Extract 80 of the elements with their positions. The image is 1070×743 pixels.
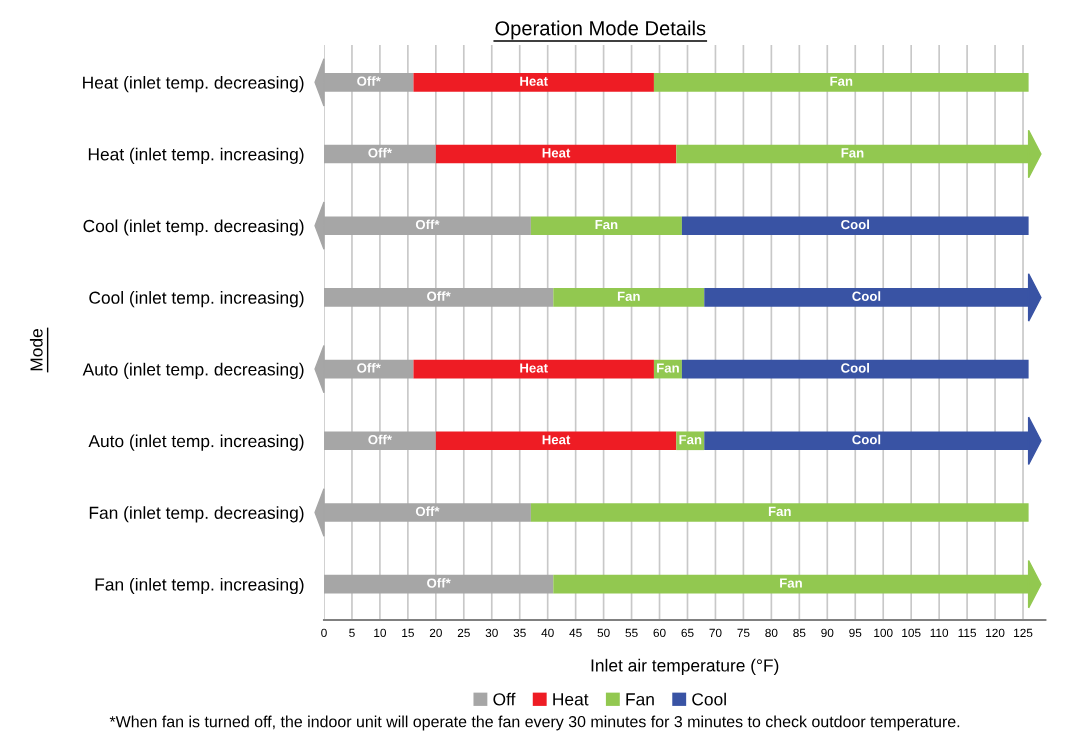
data-label: Heat — [520, 76, 548, 86]
x-tick-label: 45 — [569, 628, 582, 638]
x-tick-label: 115 — [958, 628, 977, 638]
data-label: Fan — [617, 291, 640, 301]
data-label: Cool — [852, 291, 881, 301]
data-label: Off* — [427, 578, 451, 588]
bar — [413, 359, 654, 379]
text: *When fan is turned off, the indoor unit will operate the fan every 30 minutes for 3 minutes to check outdoor temperature. — [109, 715, 960, 731]
x-tick-label: 110 — [930, 628, 949, 638]
bar — [435, 144, 677, 164]
data-label: Fan — [830, 76, 853, 86]
x-tick-label: 40 — [541, 628, 554, 638]
bar — [324, 144, 436, 164]
data-label: Heat — [542, 435, 571, 445]
bar — [681, 359, 1029, 379]
data-label: Cool — [852, 434, 881, 445]
bar — [435, 431, 677, 451]
legend-label: Cool — [692, 692, 726, 706]
y-tick-label: Auto (inlet temp. decreasing) — [82, 362, 304, 379]
x-tick-label: 20 — [429, 628, 442, 638]
data-label: Heat — [542, 148, 571, 158]
x-tick-label: 60 — [653, 628, 666, 638]
x-tick-label: 120 — [986, 628, 1005, 638]
x-tick-label: 85 — [793, 628, 806, 638]
x-tick-label: 65 — [681, 628, 694, 638]
data-label: Off* — [368, 434, 392, 445]
data-label: Fan — [679, 435, 702, 445]
x-tick-label: 10 — [374, 628, 387, 638]
data-label: Off* — [415, 219, 440, 230]
x-tick-label: 15 — [402, 628, 414, 638]
bar — [324, 431, 436, 451]
bar — [681, 216, 1029, 236]
x-tick-label: 125 — [1014, 628, 1033, 638]
y-tick-label: Cool (inlet temp. decreasing) — [83, 219, 304, 236]
x-tick-label: 5 — [349, 628, 355, 638]
y-tick-label: Heat (inlet temp. increasing) — [88, 147, 304, 164]
data-label: Fan — [657, 363, 679, 373]
legend-label: Off — [493, 692, 516, 706]
x-tick-label: 90 — [821, 628, 834, 638]
bar — [530, 503, 1029, 522]
data-label: Cool — [841, 219, 869, 230]
data-label: Fan — [768, 506, 791, 517]
chart-title: Operation Mode Details — [495, 20, 706, 40]
x-tick-label: 105 — [902, 628, 921, 638]
y-tick-label: Fan (inlet temp. increasing) — [95, 577, 304, 595]
data-label: Heat — [520, 363, 548, 373]
y-tick-label: Auto (inlet temp. increasing) — [88, 434, 304, 451]
bar — [653, 72, 1029, 92]
legend-label: Fan — [626, 693, 654, 706]
x-tick-label: 30 — [485, 628, 498, 638]
bar — [413, 72, 654, 92]
data-label: Off* — [427, 291, 451, 301]
data-label: Off* — [368, 147, 392, 158]
x-tick-label: 25 — [457, 628, 470, 638]
data-label: Fan — [780, 578, 802, 588]
y-axis-title: Mode — [29, 329, 43, 371]
bar — [553, 288, 705, 307]
x-axis-title: Inlet air temperature (°F) — [591, 658, 779, 675]
x-tick-label: 50 — [597, 628, 610, 638]
x-tick-label: 80 — [765, 628, 778, 638]
bar — [324, 288, 554, 307]
data-label: Cool — [841, 362, 869, 373]
y-tick-label: Fan (inlet temp. decreasing) — [89, 506, 304, 523]
x-tick-label: 35 — [513, 628, 526, 638]
data-label: Off* — [415, 506, 440, 517]
bar — [530, 216, 682, 236]
x-tick-label: 70 — [709, 628, 722, 638]
y-tick-label: Heat (inlet temp. decreasing) — [83, 76, 304, 93]
x-tick-label: 55 — [625, 628, 638, 638]
data-label: Fan — [841, 148, 864, 158]
bar — [324, 574, 554, 594]
x-tick-label: 95 — [849, 628, 862, 638]
data-label: Fan — [595, 220, 618, 230]
x-tick-label: 0 — [321, 628, 327, 638]
legend-label: Heat — [553, 693, 589, 706]
x-tick-label: 100 — [874, 628, 893, 638]
data-label: Off* — [357, 76, 381, 86]
data-label: Off* — [357, 362, 381, 373]
y-tick-label: Cool (inlet temp. increasing) — [89, 291, 304, 308]
x-tick-label: 75 — [737, 628, 750, 638]
